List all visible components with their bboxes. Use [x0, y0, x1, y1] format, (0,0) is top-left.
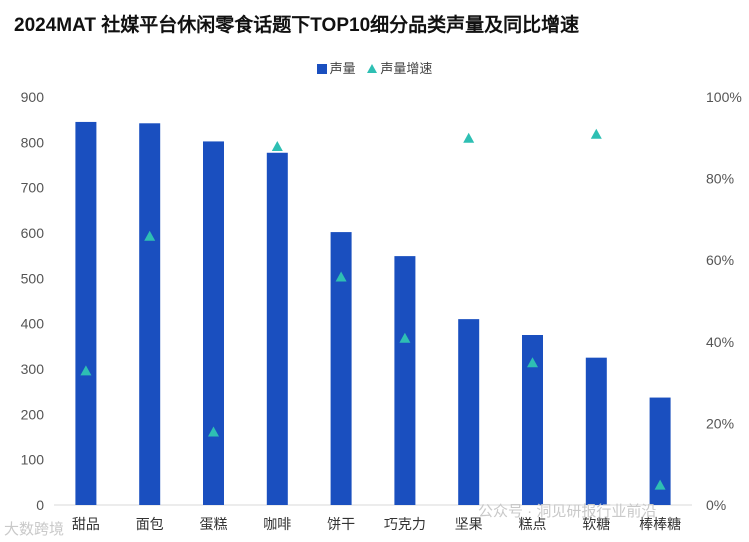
- y-left-tick-label: 0: [36, 497, 44, 513]
- x-tick-label: 软糖: [582, 517, 610, 533]
- marker-growth: [590, 128, 602, 139]
- marker-growth: [399, 332, 411, 343]
- marker-growth: [80, 365, 92, 376]
- y-right-tick-label: 100%: [706, 89, 742, 105]
- bar-volume: [458, 319, 480, 505]
- y-left-tick-label: 100: [21, 452, 45, 468]
- legend-item-growth: 声量增速: [367, 58, 432, 77]
- marker-growth: [654, 479, 666, 490]
- legend-triangle-marker: [367, 64, 378, 73]
- x-tick-label: 糕点: [519, 517, 547, 533]
- bar-volume: [649, 397, 671, 505]
- x-tick-label: 咖啡: [263, 517, 291, 533]
- x-tick-label: 蛋糕: [200, 517, 228, 533]
- y-right-tick-label: 80%: [706, 171, 734, 187]
- y-left-tick-label: 200: [21, 406, 45, 422]
- marker-growth: [527, 357, 538, 368]
- bar-volume: [75, 121, 97, 505]
- marker-growth: [208, 426, 219, 437]
- bar-volume: [394, 256, 416, 505]
- bar-volume: [522, 335, 543, 505]
- legend: 声量 声量增速: [0, 58, 749, 77]
- bar-volume: [266, 152, 288, 505]
- marker-growth: [463, 132, 475, 143]
- y-right-tick-label: 40%: [706, 334, 734, 350]
- x-tick-label: 坚果: [455, 517, 483, 533]
- legend-item-volume: 声量: [316, 58, 356, 77]
- x-tick-label: 饼干: [327, 517, 355, 533]
- marker-growth: [335, 271, 347, 282]
- y-left-tick-label: 400: [21, 316, 45, 332]
- bar-volume: [330, 232, 352, 506]
- x-tick-label: 面包: [136, 517, 164, 533]
- marker-growth: [144, 230, 156, 241]
- x-tick-label: 棒棒糖: [639, 517, 681, 533]
- y-left-tick-label: 600: [21, 225, 45, 241]
- legend-label-growth: 声量增速: [380, 61, 433, 76]
- bar-volume: [585, 357, 607, 505]
- bar-volume: [203, 141, 224, 505]
- y-left-tick-label: 800: [21, 134, 45, 150]
- y-left-tick-label: 500: [21, 270, 45, 286]
- chart-title: 2024MAT 社媒平台休闲零食话题下TOP10细分品类声量及同比增速: [14, 15, 580, 36]
- bar-volume: [139, 123, 161, 505]
- y-right-tick-label: 60%: [706, 252, 734, 268]
- x-tick-label: 甜品: [72, 517, 100, 533]
- watermark-right: 公众号 · 洞见研报行业前沿: [478, 503, 657, 520]
- y-right-tick-label: 20%: [706, 415, 734, 431]
- y-left-tick-label: 700: [21, 180, 45, 196]
- legend-label-volume: 声量: [329, 61, 356, 76]
- y-left-tick-label: 300: [21, 361, 45, 377]
- y-right-tick-label: 0%: [706, 497, 726, 513]
- watermark-left: 大数跨境: [4, 521, 65, 538]
- marker-growth: [271, 140, 283, 151]
- legend-bar-swatch: [316, 64, 327, 74]
- y-left-tick-label: 900: [21, 89, 45, 105]
- x-tick-label: 巧克力: [384, 517, 426, 533]
